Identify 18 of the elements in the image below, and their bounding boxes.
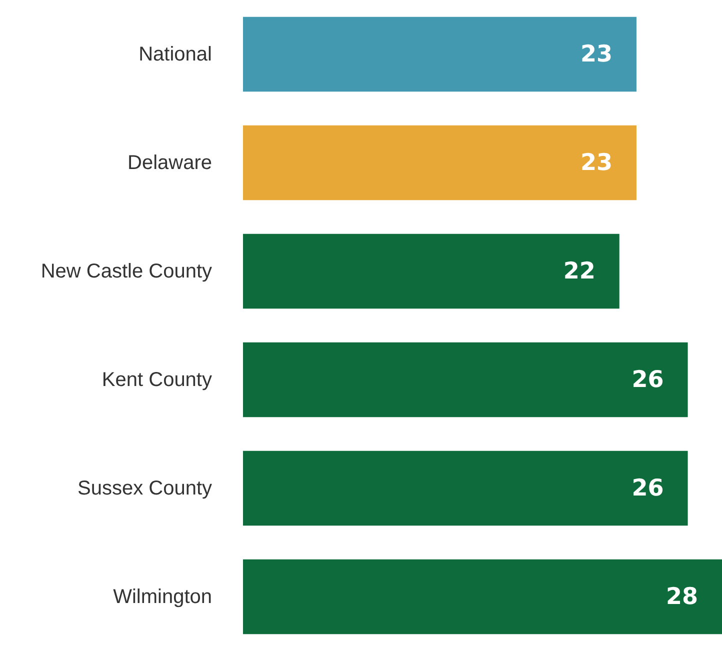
y-tick-label: Sussex County (77, 477, 212, 500)
data-label: 26 (632, 366, 664, 393)
data-label: 26 (632, 475, 664, 502)
bar (243, 559, 722, 634)
data-label: 23 (580, 41, 612, 68)
data-label: 23 (580, 150, 612, 176)
y-tick-label: Kent County (102, 368, 212, 391)
y-tick-label: Delaware (128, 152, 212, 174)
bar (243, 16, 636, 92)
bar (243, 450, 688, 526)
bar (243, 234, 620, 309)
bar (243, 342, 688, 418)
data-label: 28 (666, 584, 698, 610)
y-tick-label: National (138, 43, 212, 66)
data-label: 22 (563, 258, 596, 284)
bar (243, 125, 636, 200)
y-tick-label: Wilmington (113, 586, 212, 608)
y-tick-label: New Castle County (40, 260, 212, 282)
